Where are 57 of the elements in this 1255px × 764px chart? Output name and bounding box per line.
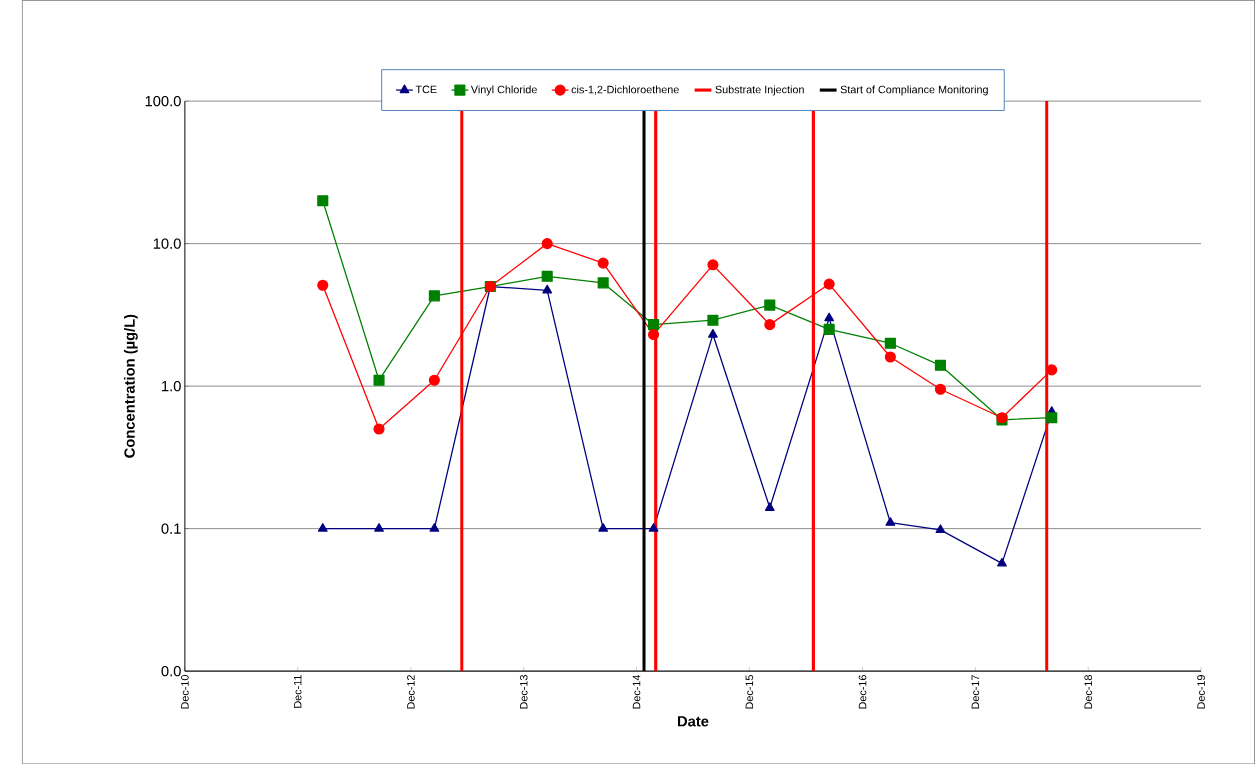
- point: [934, 359, 946, 371]
- point: [373, 374, 385, 386]
- point: [1046, 411, 1058, 424]
- y-axis-title: Concentration (µg/L): [123, 314, 138, 458]
- point: [823, 278, 835, 290]
- point: [707, 314, 719, 326]
- x-tick-label: Dec-12: [407, 674, 415, 709]
- x-tick-label: Dec-11: [293, 674, 302, 708]
- point: [884, 337, 896, 349]
- x-tick-label: Dec-16: [858, 674, 867, 709]
- point: [597, 257, 609, 269]
- point: [884, 351, 896, 363]
- point: [541, 270, 553, 282]
- point: [764, 299, 776, 311]
- point: [935, 524, 946, 533]
- y-tick-label: 0.0: [161, 665, 181, 677]
- x-tick-label: Dec-15: [745, 674, 754, 709]
- point: [824, 312, 835, 322]
- point: [429, 522, 440, 532]
- x-axis-title: Date: [677, 716, 709, 727]
- y-tick-label: 10.0: [153, 238, 181, 249]
- point: [934, 383, 946, 395]
- point: [764, 502, 775, 511]
- point: [648, 522, 659, 532]
- point: [374, 522, 384, 532]
- legend-label: cis-1,2-Dichloroethene: [571, 85, 679, 95]
- point: [373, 423, 385, 435]
- point: [885, 516, 896, 526]
- point: [708, 328, 718, 338]
- point: [597, 277, 609, 289]
- x-tick-label: Dec-19: [1197, 674, 1205, 709]
- point: [542, 284, 553, 294]
- legend-label: Substrate Injection: [715, 85, 804, 96]
- x-tick-label: Dec-17: [971, 674, 980, 709]
- x-tick-label: Dec-13: [519, 674, 528, 709]
- point: [598, 522, 609, 532]
- point: [317, 279, 329, 291]
- y-tick-label: 0.1: [161, 523, 181, 534]
- x-tick-label: Dec-10: [181, 674, 189, 709]
- x-tick-label: Dec-18: [1084, 674, 1093, 709]
- legend-label: Start of Compliance Monitoring: [840, 85, 988, 96]
- point: [317, 522, 328, 532]
- point: [317, 194, 329, 207]
- y-tick-label: 100.0: [145, 95, 181, 107]
- legend-label: TCE: [415, 85, 437, 94]
- point: [707, 259, 719, 271]
- point: [764, 318, 776, 331]
- point: [997, 557, 1007, 567]
- y-tick-label: 1.0: [162, 380, 181, 392]
- x-tick-label: Dec-14: [632, 674, 641, 709]
- point: [823, 323, 835, 335]
- legend-label: Vinyl Chloride: [470, 85, 537, 96]
- point: [648, 318, 660, 331]
- point: [541, 237, 553, 249]
- point: [428, 290, 440, 302]
- point: [648, 328, 660, 340]
- point: [428, 374, 440, 386]
